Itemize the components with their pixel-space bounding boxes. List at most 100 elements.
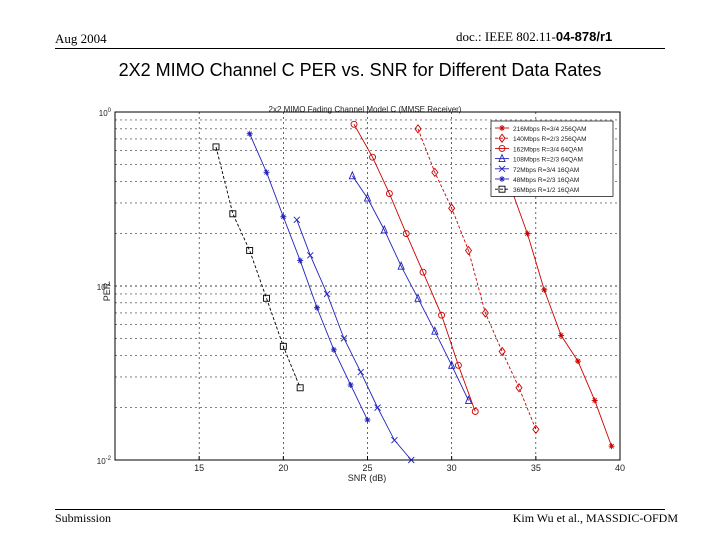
- x-tick-label: 15: [194, 463, 204, 473]
- chart-ticks: 15 20 25 30 35 40 100 10-1 10-2: [97, 108, 625, 473]
- data-point: [591, 397, 598, 404]
- chart-legend: 216Mbps R=3/4 256QAM 140Mbps R=2/3 256QAM…: [490, 120, 614, 197]
- legend-marker: [498, 144, 506, 152]
- data-point: [330, 346, 337, 353]
- header-date: Aug 2004: [55, 31, 107, 46]
- data-point: [279, 342, 287, 350]
- data-point: [296, 384, 304, 392]
- data-point: [397, 261, 405, 270]
- footer-submission: Submission: [55, 511, 112, 525]
- data-point: [297, 257, 304, 264]
- data-point: [448, 203, 456, 213]
- header-doc-number: doc.: IEEE 802.11-04-878/r1: [456, 29, 612, 45]
- data-point: [524, 230, 531, 237]
- data-point: [431, 167, 439, 178]
- data-point: [348, 170, 357, 180]
- series-line: [417, 128, 537, 430]
- legend-label: 140Mbps R=2/3 256QAM: [513, 136, 587, 143]
- series-line: [296, 219, 412, 461]
- data-point: [293, 216, 301, 224]
- data-point: [385, 190, 393, 197]
- data-point: [447, 360, 456, 369]
- data-point: [481, 308, 489, 318]
- x-tick-label: 25: [362, 463, 372, 473]
- data-point: [263, 169, 270, 176]
- data-point: [419, 268, 427, 276]
- series-line: [215, 146, 301, 388]
- data-point: [558, 332, 565, 339]
- y-axis-label: PER: [102, 282, 112, 301]
- data-point: [246, 130, 253, 137]
- legend-label: 162Mbps R=3/4 64QAM: [513, 146, 583, 153]
- data-point: [414, 124, 422, 134]
- data-point: [391, 436, 398, 444]
- data-point: [471, 408, 479, 415]
- series-group: [212, 143, 304, 392]
- legend-marker: [499, 125, 505, 131]
- data-point: [314, 304, 320, 311]
- series-group: [348, 170, 473, 404]
- slide-title: 2X2 MIMO Channel C PER vs. SNR for Diffe…: [118, 60, 602, 80]
- series-group: [246, 130, 371, 423]
- chart-series: [212, 120, 615, 464]
- y-tick-label: 100: [99, 108, 112, 118]
- data-point: [280, 213, 287, 220]
- legend-marker: [498, 165, 506, 173]
- legend-label: 72Mbps R=3/4 16QAM: [513, 167, 579, 174]
- data-point: [431, 326, 439, 335]
- header-doc-prefix: doc.: IEEE 802.11-: [456, 29, 556, 44]
- chart-title: 2x2 MIMO Fading Channel Model C (MMSE Re…: [269, 105, 462, 114]
- data-point: [464, 395, 473, 404]
- header-doc-id: 04-878/r1: [555, 29, 613, 44]
- series-group: [414, 124, 540, 435]
- data-point: [246, 247, 254, 254]
- data-point: [532, 424, 540, 435]
- legend-label: 36Mbps R=1/2 16QAM: [513, 187, 579, 194]
- y-tick-label: 10-2: [97, 456, 112, 466]
- data-point: [454, 361, 462, 369]
- x-tick-label: 30: [447, 463, 457, 473]
- data-point: [541, 286, 548, 293]
- data-point: [323, 290, 331, 298]
- data-point: [363, 192, 372, 202]
- data-point: [498, 346, 506, 357]
- data-point: [306, 252, 314, 259]
- data-point: [340, 335, 348, 342]
- data-point: [212, 143, 220, 151]
- legend-marker: [498, 153, 506, 163]
- data-point: [407, 456, 415, 464]
- legend-marker: [498, 185, 506, 193]
- series-line: [353, 124, 476, 412]
- data-point: [380, 224, 389, 234]
- data-point: [402, 230, 410, 238]
- legend-label: 108Mbps R=2/3 64QAM: [513, 157, 583, 164]
- data-point: [263, 294, 270, 302]
- x-tick-label: 35: [531, 463, 541, 473]
- data-point: [347, 381, 354, 388]
- legend-marker: [498, 133, 506, 143]
- data-point: [369, 153, 376, 161]
- data-point: [438, 311, 446, 319]
- data-point: [608, 443, 615, 450]
- series-group: [350, 120, 479, 415]
- data-point: [574, 358, 581, 365]
- series-line: [351, 175, 469, 401]
- x-tick-label: 20: [278, 463, 288, 473]
- x-axis-label: SNR (dB): [348, 473, 387, 483]
- legend-label: 216Mbps R=3/4 256QAM: [513, 126, 587, 133]
- footer-authors: Kim Wu et al., MASSDIC-OFDM: [512, 511, 678, 525]
- series-group: [293, 216, 415, 464]
- data-point: [374, 404, 381, 411]
- series-line: [249, 133, 368, 421]
- footer-rule: [55, 509, 665, 510]
- legend-label: 48Mbps R=2/3 16QAM: [513, 177, 579, 184]
- data-point: [464, 245, 473, 256]
- data-point: [515, 383, 523, 393]
- data-point: [350, 120, 358, 128]
- data-point: [414, 293, 422, 302]
- header-rule: [55, 48, 665, 49]
- y-tick-label: 10-1: [97, 282, 112, 292]
- data-point: [364, 416, 371, 423]
- x-tick-label: 40: [615, 463, 625, 473]
